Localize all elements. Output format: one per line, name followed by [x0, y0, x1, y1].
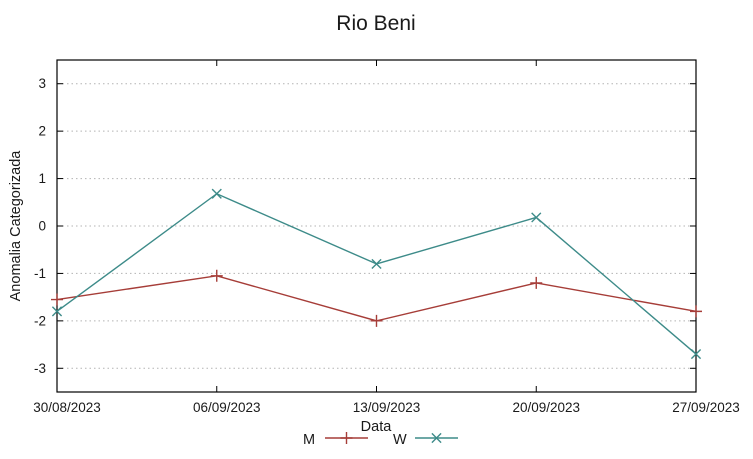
y-tick-label: 0: [38, 219, 46, 234]
y-tick-label: 3: [38, 76, 46, 91]
series-marker-W: [690, 348, 702, 360]
legend-label-W: W: [393, 432, 407, 448]
series-marker-W: [211, 188, 222, 199]
x-tick-label: 20/09/2023: [512, 400, 580, 415]
x-tick-label: 30/08/2023: [33, 400, 101, 415]
x-tick-label: 27/09/2023: [672, 400, 740, 415]
series-marker-M: [370, 314, 383, 327]
legend-marker-W: [431, 432, 442, 444]
series-marker-W: [51, 306, 63, 317]
y-tick-label: -1: [34, 266, 46, 281]
plot-area: -3 -2 -1 0 1 2 3 30/08/2023 06/09/2023 13/09/2023…: [33, 59, 740, 415]
series-marker-W: [371, 258, 382, 270]
y-tick-label: -3: [34, 361, 46, 376]
y-tick-label: 2: [38, 124, 46, 139]
chart-title: Rio Beni: [336, 12, 415, 35]
series-marker-M: [530, 276, 543, 289]
series-marker-M: [51, 293, 63, 306]
legend-label-M: M: [303, 432, 315, 448]
series-marker-M: [210, 269, 223, 282]
y-axis-label: Anomalia Categorizada: [8, 150, 24, 302]
series-marker-W: [531, 212, 542, 223]
x-tick-label: 06/09/2023: [193, 400, 261, 415]
y-tick-label: 1: [38, 171, 46, 186]
y-tick-label: -2: [34, 313, 46, 328]
x-tick-label: 13/09/2023: [353, 400, 421, 415]
x-axis-label: Data: [361, 419, 393, 435]
series-line-M: [56, 275, 697, 322]
series-marker-M: [690, 305, 702, 318]
legend-marker-M: [340, 432, 353, 444]
